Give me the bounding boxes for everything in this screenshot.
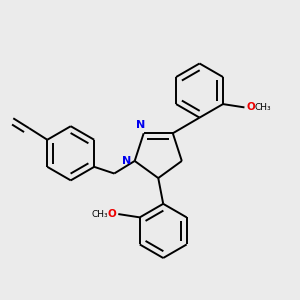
Text: N: N — [136, 120, 146, 130]
Text: N: N — [122, 156, 131, 166]
Text: CH₃: CH₃ — [92, 210, 108, 219]
Text: O: O — [108, 209, 116, 219]
Text: CH₃: CH₃ — [254, 103, 271, 112]
Text: O: O — [246, 102, 255, 112]
